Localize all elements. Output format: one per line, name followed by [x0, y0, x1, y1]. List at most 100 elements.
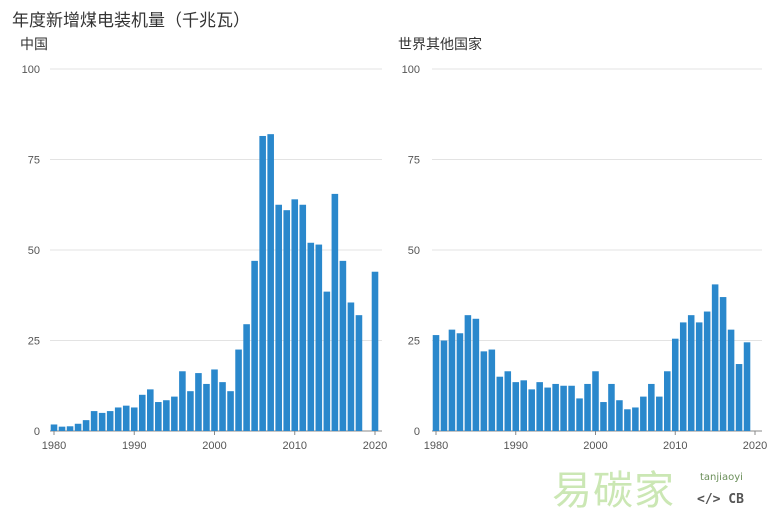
bar-2006: [640, 396, 647, 431]
bar-2005: [632, 407, 639, 431]
bar-2001: [600, 402, 607, 431]
bar-2011: [299, 204, 307, 431]
bar-1998: [576, 398, 583, 431]
x-tick-label: 2010: [283, 440, 307, 452]
panel-china: 中国 0 25 50 75 100 1980 1990 2000 2010 2020: [20, 37, 387, 452]
bar-2000: [211, 369, 218, 431]
bar-1988: [496, 376, 504, 431]
y-tick-label: 25: [28, 336, 40, 348]
panel-rest-of-world: 世界其他国家 0 25 50 75 100 1980 1990 2000 2010 2020: [398, 36, 767, 452]
bar-2007: [648, 383, 655, 431]
bar-2007: [267, 134, 274, 431]
bar-1991: [138, 394, 146, 431]
panel-title: 中国: [20, 37, 48, 53]
bar-2012: [307, 242, 315, 431]
bar-2002: [227, 391, 234, 431]
bar-2010: [291, 199, 299, 431]
bar-2002: [608, 383, 615, 431]
bar-2018: [735, 364, 743, 431]
carbonbrief-badge: </> CB: [697, 492, 744, 507]
bar-2005: [251, 260, 258, 431]
x-tick-label: 1980: [42, 440, 66, 452]
bar-1989: [122, 405, 130, 431]
bar-1997: [187, 391, 194, 431]
bar-1997: [568, 385, 575, 431]
bar-2006: [259, 135, 266, 431]
y-tick-label: 100: [22, 64, 40, 76]
y-tick-label: 75: [408, 155, 420, 167]
x-tick-label: 2020: [743, 440, 767, 452]
bar-1985: [472, 318, 480, 431]
bar-1993: [536, 382, 543, 431]
bar-2009: [283, 210, 291, 431]
bar-2013: [695, 322, 703, 431]
y-tick-label: 100: [402, 64, 420, 76]
y-tick-label: 0: [34, 426, 40, 438]
bar-1991: [520, 380, 527, 431]
bar-2011: [679, 322, 687, 431]
bar-2000: [592, 371, 599, 431]
y-tick-label: 50: [408, 245, 420, 257]
bar-2014: [703, 311, 711, 431]
bar-1994: [163, 400, 170, 431]
bar-1984: [464, 315, 472, 431]
bar-2003: [235, 349, 242, 431]
bar-1982: [66, 426, 74, 431]
bar-1993: [155, 402, 162, 431]
bar-2008: [275, 204, 282, 431]
x-tick-label: 2020: [363, 440, 387, 452]
chart-title: 年度新增煤电装机量（千兆瓦）: [12, 11, 250, 31]
bar-1984: [82, 420, 90, 431]
bar-2015: [711, 284, 719, 431]
bar-1981: [440, 340, 448, 431]
bar-2017: [727, 329, 735, 431]
bar-1995: [552, 383, 559, 431]
bar-1992: [528, 389, 535, 431]
bar-2014: [323, 291, 331, 431]
bar-1995: [171, 396, 178, 431]
bar-1999: [584, 383, 591, 431]
bar-2017: [347, 302, 355, 431]
bar-1994: [544, 387, 551, 431]
bar-2004: [243, 324, 250, 431]
x-tick-label: 1980: [424, 440, 448, 452]
bar-1981: [58, 426, 66, 431]
bar-1987: [106, 411, 114, 431]
bar-1990: [512, 382, 520, 431]
x-tick-label: 2000: [202, 440, 226, 452]
y-tick-label: 0: [414, 426, 420, 438]
bar-1987: [488, 349, 496, 431]
bar-2016: [339, 260, 347, 431]
bar-1990: [130, 407, 138, 431]
bar-2020: [371, 271, 379, 431]
y-tick-label: 25: [408, 336, 420, 348]
bar-1980: [432, 335, 440, 431]
bar-1983: [74, 423, 82, 431]
x-tick-label: 2010: [663, 440, 687, 452]
bar-1986: [480, 351, 488, 431]
bar-2003: [616, 400, 623, 431]
bar-2018: [355, 315, 363, 431]
x-tick-label: 1990: [122, 440, 146, 452]
x-tick-label: 1990: [504, 440, 528, 452]
bar-2012: [687, 315, 695, 431]
bar-2010: [671, 338, 679, 431]
bar-2015: [331, 193, 339, 431]
bar-2013: [315, 244, 323, 431]
y-tick-label: 50: [28, 245, 40, 257]
bar-1988: [114, 407, 122, 431]
bar-1986: [98, 412, 106, 431]
bar-2008: [656, 396, 663, 431]
panel-title: 世界其他国家: [398, 36, 482, 53]
bar-1980: [50, 424, 58, 431]
bar-1985: [90, 411, 98, 431]
bar-1989: [504, 371, 512, 431]
bar-2019: [743, 342, 751, 431]
x-tick-label: 2000: [583, 440, 607, 452]
bar-1992: [147, 389, 154, 431]
bar-1998: [195, 373, 202, 431]
bar-1999: [203, 383, 210, 431]
y-tick-label: 75: [28, 155, 40, 167]
bar-2016: [719, 297, 727, 431]
